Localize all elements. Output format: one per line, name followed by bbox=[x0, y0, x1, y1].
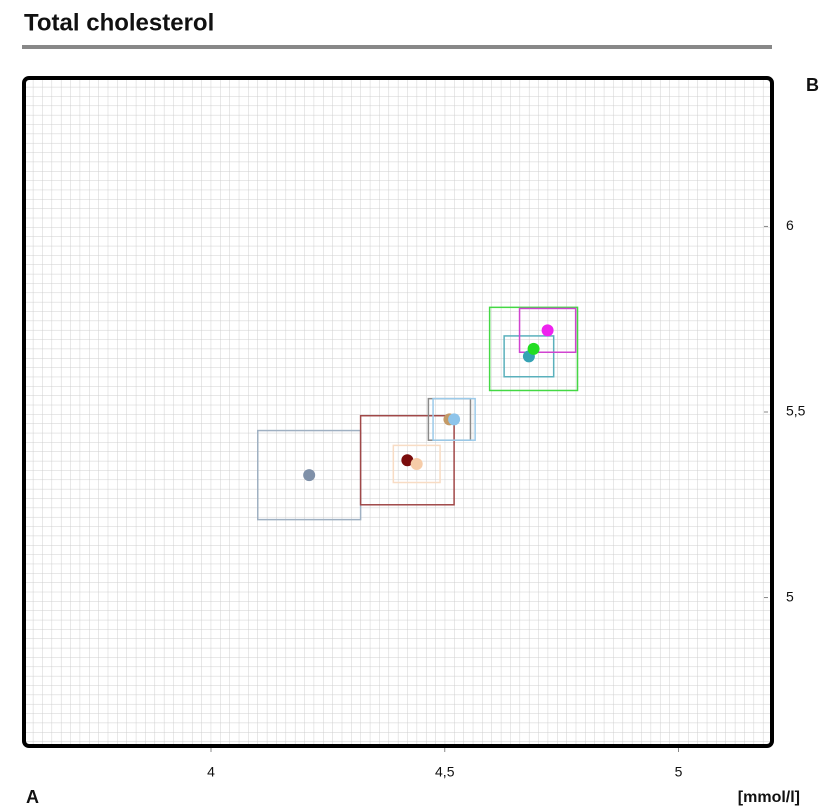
point bbox=[401, 454, 414, 467]
point bbox=[541, 324, 554, 337]
y-tick-label: 5,5 bbox=[786, 403, 806, 419]
uncertainty-box bbox=[488, 306, 579, 392]
x-tick-label: 4,5 bbox=[435, 764, 455, 780]
chart-title: Total cholesterol bbox=[24, 9, 214, 36]
x-tick-label: 4 bbox=[207, 764, 215, 780]
uncertainty-box bbox=[432, 397, 476, 441]
plot-frame bbox=[22, 76, 774, 748]
corner-label: A bbox=[26, 787, 39, 807]
x-tick-label: 5 bbox=[675, 764, 683, 780]
grid bbox=[24, 78, 772, 746]
y-tick-label: 5 bbox=[786, 588, 794, 604]
uncertainty-box bbox=[392, 444, 441, 484]
point bbox=[448, 413, 461, 426]
y-tick-label: 6 bbox=[786, 217, 794, 233]
point bbox=[410, 457, 423, 470]
point bbox=[527, 342, 540, 355]
unit-label: [mmol/l] bbox=[738, 789, 800, 806]
corner-label: B bbox=[806, 75, 819, 95]
uncertainty-box bbox=[359, 414, 455, 506]
point bbox=[303, 469, 316, 482]
uncertainty-box bbox=[518, 307, 577, 354]
uncertainty-box bbox=[503, 335, 555, 378]
